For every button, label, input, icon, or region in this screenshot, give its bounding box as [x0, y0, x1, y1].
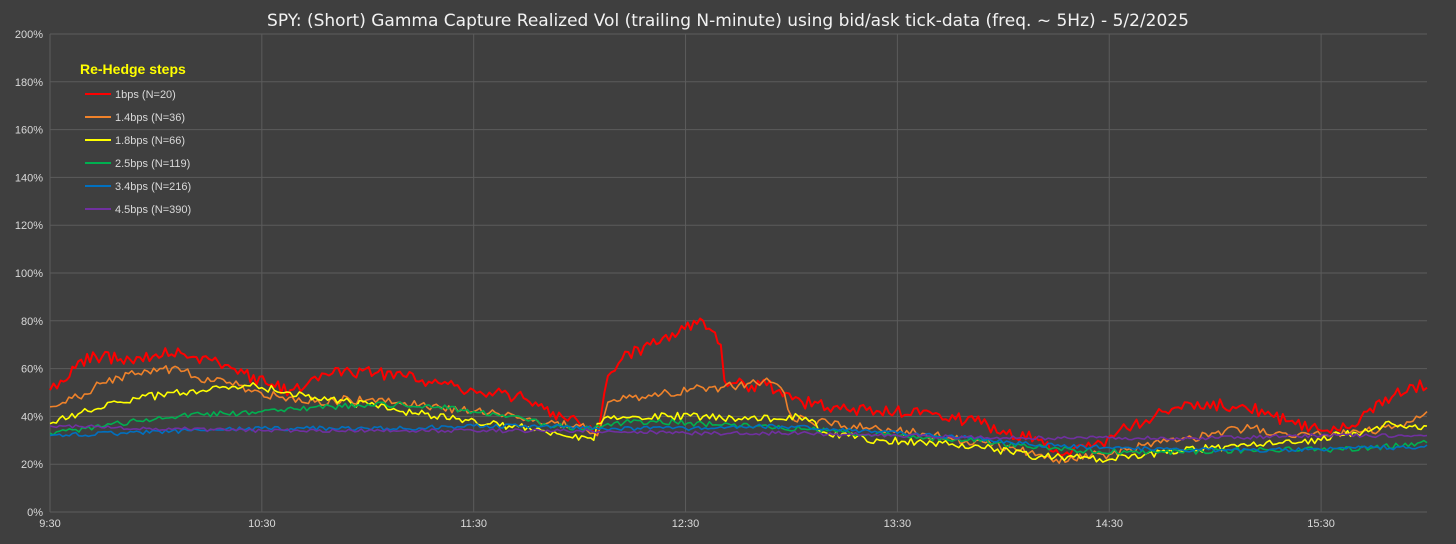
y-tick-label: 100% — [15, 268, 43, 280]
y-tick-label: 120% — [15, 220, 43, 232]
series-line — [49, 424, 1428, 441]
y-tick-label: 60% — [21, 364, 43, 376]
x-tick-label: 11:30 — [460, 518, 487, 530]
x-tick-label: 10:30 — [248, 518, 276, 530]
grid-layer — [49, 33, 1427, 513]
series-line — [49, 317, 1428, 457]
y-tick-label: 140% — [15, 172, 43, 184]
legend-label: 4.5bps (N=390) — [115, 204, 191, 216]
legend-label: 3.4bps (N=216) — [115, 181, 191, 193]
legend-label: 1.8bps (N=66) — [115, 135, 185, 147]
series-layer — [49, 317, 1428, 464]
series-line — [49, 423, 1428, 453]
legend-label: 1bps (N=20) — [115, 89, 176, 101]
chart-title: SPY: (Short) Gamma Capture Realized Vol … — [267, 11, 1189, 31]
y-tick-label: 200% — [15, 29, 43, 41]
legend-label: 1.4bps (N=36) — [115, 112, 185, 124]
x-tick-label: 13:30 — [884, 518, 912, 530]
y-tick-label: 0% — [27, 507, 43, 519]
x-tick-label: 14:30 — [1095, 518, 1123, 530]
x-tick-label: 12:30 — [672, 518, 700, 530]
legend-label: 2.5bps (N=119) — [115, 158, 190, 170]
series-line — [49, 365, 1428, 464]
y-tick-label: 180% — [15, 77, 43, 89]
y-tick-label: 40% — [21, 411, 43, 423]
axis-layer: 0% 20% 40% 60% 80% 100% 120% 140% 160% 180% 200% 9:… — [15, 29, 1335, 530]
series-line — [49, 401, 1428, 456]
y-tick-label: 20% — [21, 459, 43, 471]
y-tick-label: 160% — [15, 125, 43, 137]
legend-items: 1bps (N=20) 1.4bps (N=36) 1.8bps (N=66) 2.5… — [85, 89, 191, 216]
x-tick-label: 15:30 — [1307, 518, 1335, 530]
y-tick-label: 80% — [21, 316, 43, 328]
legend-title: Re-Hedge steps — [80, 61, 186, 77]
x-tick-label: 9:30 — [39, 518, 60, 530]
legend: Re-Hedge steps 1bps (N=20)1.4bps (N=36)1… — [80, 61, 191, 216]
